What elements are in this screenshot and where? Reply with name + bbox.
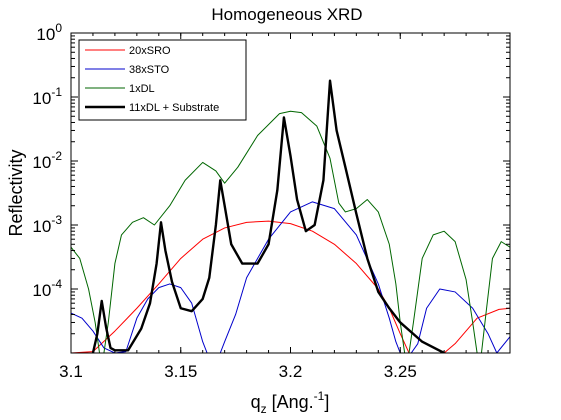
y-tick-exponent: 0 xyxy=(55,21,62,35)
y-tick-label: 10-4 xyxy=(32,277,62,300)
series-line-2 xyxy=(71,201,510,353)
y-tick-base: 10 xyxy=(32,153,51,172)
x-axis-label-part: [Ang. xyxy=(267,392,314,412)
x-tick-label: 3.2 xyxy=(279,362,303,381)
series-line-3 xyxy=(71,110,510,353)
x-axis-label: qz [Ang.-1] xyxy=(251,389,330,416)
y-tick-exponent: -1 xyxy=(51,85,62,99)
y-tick-base: 10 xyxy=(36,25,55,44)
x-tick-label: 3.25 xyxy=(384,362,417,381)
y-axis-label: Reflectivity xyxy=(6,149,26,236)
y-tick-base: 10 xyxy=(32,89,51,108)
legend-label: 1xDL xyxy=(129,83,155,95)
y-tick-label: 10-1 xyxy=(32,85,62,108)
series-layer xyxy=(71,79,510,353)
x-tick-label: 3.15 xyxy=(164,362,197,381)
x-tick-label: 3.1 xyxy=(59,362,83,381)
y-tick-label: 100 xyxy=(36,21,62,44)
x-axis-label-part: q xyxy=(251,392,261,412)
chart-title: Homogeneous XRD xyxy=(211,5,362,24)
x-axis-label-part: z xyxy=(261,402,267,416)
x-axis-label-part: -1 xyxy=(314,389,325,403)
y-tick-exponent: -4 xyxy=(51,277,62,291)
series-line-1 xyxy=(71,220,510,353)
legend-label: 20xSRO xyxy=(129,45,171,57)
y-tick-base: 10 xyxy=(32,281,51,300)
legend: 20xSRO 38xSTO 1xDL 11xDL + Substrate xyxy=(78,39,247,121)
y-tick-base: 10 xyxy=(32,217,51,236)
legend-label: 38xSTO xyxy=(129,64,170,76)
y-tick-label: 10-2 xyxy=(32,149,62,172)
x-axis-label-part: ] xyxy=(324,392,329,412)
y-tick-exponent: -3 xyxy=(51,213,62,227)
legend-label: 11xDL + Substrate xyxy=(129,102,219,114)
series-line-4 xyxy=(91,79,445,353)
axis-labels: qz [Ang.-1] Reflectivity xyxy=(6,149,329,416)
y-tick-label: 10-3 xyxy=(32,213,62,236)
y-tick-exponent: -2 xyxy=(51,149,62,163)
